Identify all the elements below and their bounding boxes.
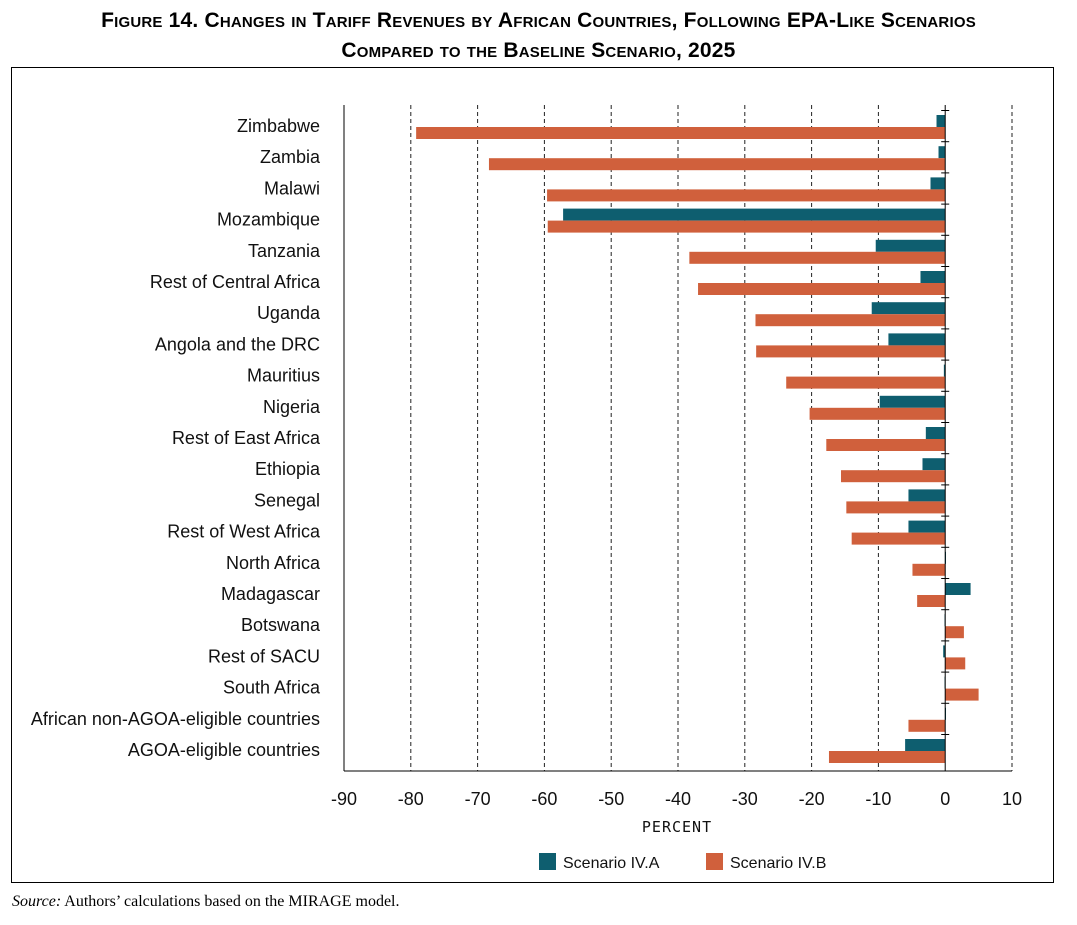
category-label: Rest of SACU [208, 646, 320, 666]
bar-scenario-iva [908, 489, 946, 502]
bar-scenario-iva [930, 177, 946, 190]
bar-scenario-iva [936, 115, 946, 127]
x-tick-label: 10 [1002, 789, 1022, 809]
category-label: Zambia [260, 147, 321, 167]
source-text: Authors’ calculations based on the MIRAG… [64, 893, 400, 910]
bar-scenario-ivb [416, 127, 946, 139]
category-label: Rest of Central Africa [150, 272, 321, 292]
category-label: Zimbabwe [237, 116, 320, 136]
bar-scenario-ivb [908, 719, 946, 732]
gridlines [343, 105, 1013, 771]
bar-scenario-ivb [945, 688, 979, 701]
bar-scenario-ivb [809, 407, 946, 420]
category-label: AGOA-eligible countries [128, 740, 320, 760]
bar-scenario-ivb [945, 657, 966, 670]
x-tick-label: -80 [398, 789, 424, 809]
bar-scenario-iva [938, 146, 946, 159]
bar-scenario-iva [925, 427, 946, 439]
bar-scenario-iva [945, 583, 971, 595]
x-tick-label: -70 [465, 789, 491, 809]
x-tick-labels: -90 -80 -70 -60 -50 -40 -30 -20 -10 0 10 [331, 789, 1022, 809]
category-label: Malawi [264, 178, 320, 198]
axes [343, 105, 1012, 772]
bar-scenario-ivb [826, 439, 946, 451]
legend: Scenario IV.A Scenario IV.B [539, 853, 826, 872]
source-note: Source: Authors’ calculations based on t… [12, 893, 399, 911]
bar-scenario-ivb [917, 595, 946, 607]
category-label: Angola and the DRC [155, 334, 320, 354]
bar-scenario-iva [871, 302, 946, 315]
category-label: Tanzania [248, 241, 321, 261]
legend-swatch [539, 853, 556, 870]
x-tick-label: -90 [331, 789, 357, 809]
chart-title: Figure 14. Changes in Tariff Revenues by… [0, 6, 1077, 66]
category-labels: Zimbabwe Zambia Malawi Mozambique Tanzania Re… [31, 116, 321, 760]
bars [416, 115, 979, 763]
category-label: Senegal [254, 490, 320, 510]
bar-scenario-iva [908, 520, 946, 533]
title-line-1: Figure 14. Changes in Tariff Revenues by… [101, 9, 976, 32]
category-label: North Africa [226, 553, 321, 573]
bar-scenario-ivb [488, 158, 946, 171]
bar-scenario-ivb [547, 189, 946, 202]
x-tick-label: -40 [665, 789, 691, 809]
bar-scenario-ivb [840, 470, 946, 483]
legend-label: Scenario IV.A [563, 855, 660, 872]
bar-scenario-iva [563, 208, 946, 221]
source-label: Source: [12, 893, 62, 910]
bar-scenario-iva [905, 739, 946, 751]
bar-scenario-iva [879, 395, 946, 408]
chart-frame [11, 67, 1054, 883]
bar-scenario-ivb [851, 532, 946, 545]
bar-scenario-ivb [786, 376, 946, 389]
category-label: Botswana [241, 615, 321, 635]
bar-scenario-ivb [912, 563, 946, 576]
category-label: South Africa [223, 678, 321, 698]
category-label: Uganda [257, 303, 321, 323]
bar-scenario-iva [922, 458, 946, 471]
bar-scenario-ivb [755, 314, 946, 327]
bar-scenario-iva [888, 333, 946, 346]
category-label: Rest of West Africa [167, 522, 321, 542]
bar-scenario-ivb [698, 283, 946, 295]
category-label: Mozambique [217, 210, 320, 230]
bar-scenario-ivb [945, 626, 964, 639]
bar-scenario-iva [875, 239, 946, 252]
legend-swatch [706, 853, 723, 870]
bar-scenario-ivb [689, 251, 946, 264]
category-label: African non-AGOA-eligible countries [31, 709, 320, 729]
category-label: Mauritius [247, 366, 320, 386]
x-tick-label: -60 [531, 789, 557, 809]
x-tick-label: -30 [732, 789, 758, 809]
bar-scenario-iva [943, 364, 946, 377]
bar-scenario-iva [920, 271, 946, 283]
bar-scenario-ivb [846, 501, 946, 514]
x-tick-label: -20 [799, 789, 825, 809]
bar-scenario-ivb [756, 345, 946, 358]
x-tick-label: 0 [940, 789, 950, 809]
category-label: Madagascar [221, 584, 320, 604]
title-line-2: Compared to the Baseline Scenario, 2025 [341, 39, 736, 62]
x-axis-label: PERCENT [642, 818, 712, 836]
bar-scenario-iva [943, 645, 946, 658]
legend-label: Scenario IV.B [730, 855, 826, 872]
x-tick-label: -10 [865, 789, 891, 809]
bar-scenario-ivb [547, 220, 946, 233]
category-label: Nigeria [263, 397, 321, 417]
category-label: Rest of East Africa [172, 428, 321, 448]
bar-scenario-ivb [828, 751, 946, 763]
category-label: Ethiopia [255, 459, 321, 479]
x-tick-label: -50 [598, 789, 624, 809]
